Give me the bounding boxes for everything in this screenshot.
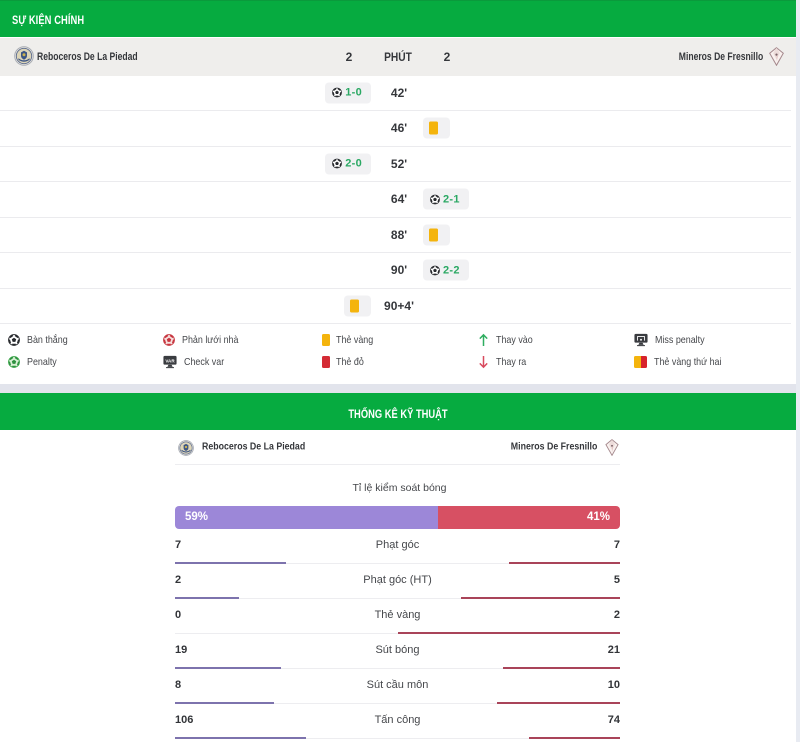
svg-text:VAR: VAR <box>165 358 175 363</box>
